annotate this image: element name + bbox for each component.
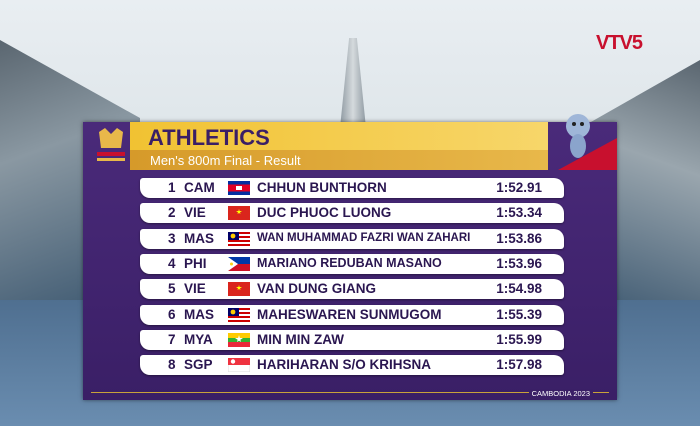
rank: 6 (168, 307, 176, 322)
time: 1:55.99 (496, 332, 542, 347)
rank: 2 (168, 205, 176, 220)
result-row: 4 PHI MARIANO REDUBAN MASANO 1:53.96 (140, 254, 564, 274)
result-row: 8 SGP HARIHARAN S/O KRIHSNA 1:57.98 (140, 355, 564, 375)
country-code: MYA (184, 332, 213, 347)
title: ATHLETICS (148, 125, 270, 150)
result-row: 7 MYA MIN MIN ZAW 1:55.99 (140, 330, 564, 350)
result-row: 1 CAM CHHUN BUNTHORN 1:52.91 (140, 178, 564, 198)
flag (228, 358, 250, 372)
time: 1:57.98 (496, 357, 542, 372)
rank: 7 (168, 332, 176, 347)
athlete-name: CHHUN BUNTHORN (257, 180, 387, 195)
country-code: PHI (184, 256, 207, 271)
rank: 4 (168, 256, 176, 271)
tower (340, 38, 366, 128)
time: 1:55.39 (496, 307, 542, 322)
country-code: VIE (184, 205, 206, 220)
athlete-name: MARIANO REDUBAN MASANO (257, 256, 442, 270)
country-code: CAM (184, 180, 215, 195)
broadcaster-logo: VTV5 (596, 32, 643, 54)
athlete-name: MIN MIN ZAW (257, 332, 344, 347)
athlete-name: MAHESWAREN SUNMUGOM (257, 307, 442, 322)
flag (228, 308, 250, 322)
flag (228, 333, 250, 347)
time: 1:52.91 (496, 180, 542, 195)
time: 1:53.34 (496, 205, 542, 220)
result-row: 3 MAS WAN MUHAMMAD FAZRI WAN ZAHARI 1:53.8… (140, 229, 564, 249)
flag (228, 232, 250, 246)
time: 1:53.96 (496, 256, 542, 271)
time: 1:54.98 (496, 281, 542, 296)
flag (228, 257, 250, 271)
footer: CAMBODIA 2023 (528, 389, 593, 398)
country-code: SGP (184, 357, 213, 372)
subtitle: Men's 800m Final - Result (150, 153, 301, 168)
athlete-name: VAN DUNG GIANG (257, 281, 377, 296)
results-panel: ATHLETICS Men's 800m Final - Result 1 CAM… (83, 114, 617, 400)
athlete-name: HARIHARAN S/O KRIHSNA (257, 357, 432, 372)
games-badge (97, 128, 125, 161)
flag (228, 206, 250, 220)
result-row: 6 MAS MAHESWAREN SUNMUGOM 1:55.39 (140, 305, 564, 325)
subtitle-bar: Men's 800m Final - Result (130, 150, 548, 170)
country-code: MAS (184, 231, 214, 246)
rank: 5 (168, 281, 176, 296)
athlete-name: WAN MUHAMMAD FAZRI WAN ZAHARI (257, 232, 471, 244)
flag (228, 181, 250, 195)
title-bar: ATHLETICS (130, 122, 548, 150)
country-code: VIE (184, 281, 206, 296)
country-code: MAS (184, 307, 214, 322)
rank: 3 (168, 231, 176, 246)
rank: 8 (168, 357, 176, 372)
athlete-name: DUC PHUOC LUONG (257, 205, 392, 220)
footer-line (91, 392, 609, 393)
mascot (558, 114, 617, 170)
result-row: 5 VIE VAN DUNG GIANG 1:54.98 (140, 279, 564, 299)
flag (228, 282, 250, 296)
result-row: 2 VIE DUC PHUOC LUONG 1:53.34 (140, 203, 564, 223)
time: 1:53.86 (496, 231, 542, 246)
rank: 1 (168, 180, 176, 195)
